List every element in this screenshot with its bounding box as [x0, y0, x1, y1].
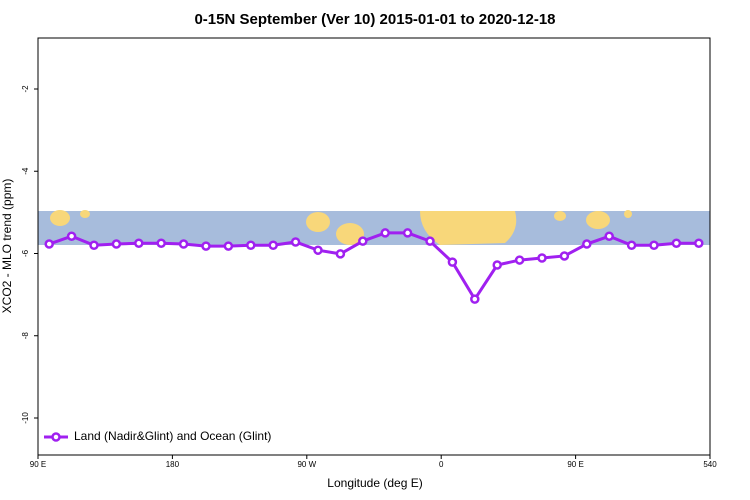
data-point — [604, 231, 614, 241]
data-point — [89, 240, 99, 251]
x-tick-label: 0 — [439, 460, 444, 469]
data-point — [223, 241, 234, 251]
data-point — [447, 257, 458, 267]
x-tick-label: 90 W — [297, 460, 316, 469]
x-tick-label: 540 — [703, 460, 717, 469]
y-axis-label: XCO2 - MLO trend (ppm) — [0, 179, 14, 314]
data-point — [582, 239, 592, 249]
data-point — [134, 238, 144, 248]
data-point — [178, 239, 189, 249]
data-point — [671, 238, 682, 248]
data-point — [402, 228, 413, 238]
x-tick-label: 90 E — [567, 460, 583, 469]
data-point — [313, 245, 323, 255]
data-point — [626, 240, 637, 251]
y-tick-label: -6 — [21, 249, 30, 257]
data-point — [44, 239, 54, 249]
data-point — [335, 249, 346, 259]
data-point — [470, 294, 480, 304]
data-point — [559, 251, 570, 261]
data-point — [514, 255, 525, 265]
data-point — [358, 236, 368, 246]
chart-title: 0-15N September (Ver 10) 2015-01-01 to 2… — [194, 11, 555, 28]
y-tick-label: -8 — [21, 332, 30, 340]
legend-marker — [51, 432, 61, 442]
data-point — [649, 240, 659, 251]
data-point — [425, 236, 435, 246]
x-tick-label: 180 — [166, 460, 180, 469]
y-tick-label: -10 — [21, 412, 30, 424]
data-point — [111, 239, 122, 249]
data-point — [380, 228, 390, 238]
x-axis-label: Longitude (deg E) — [327, 476, 422, 490]
y-tick-label: -2 — [21, 85, 30, 93]
y-tick-label: -4 — [21, 167, 30, 175]
data-point — [246, 240, 256, 251]
plot-frame — [37, 37, 711, 456]
data-point — [66, 231, 77, 241]
data-point — [201, 241, 211, 251]
data-point — [694, 238, 704, 248]
map-background — [38, 210, 710, 245]
data-point — [537, 253, 547, 263]
x-tick-label: 90 E — [30, 460, 46, 469]
data-point — [268, 240, 278, 251]
data-point — [290, 237, 301, 247]
data-point — [492, 260, 502, 270]
legend-label: Land (Nadir&Glint) and Ocean (Glint) — [74, 429, 271, 443]
data-point — [156, 238, 166, 248]
